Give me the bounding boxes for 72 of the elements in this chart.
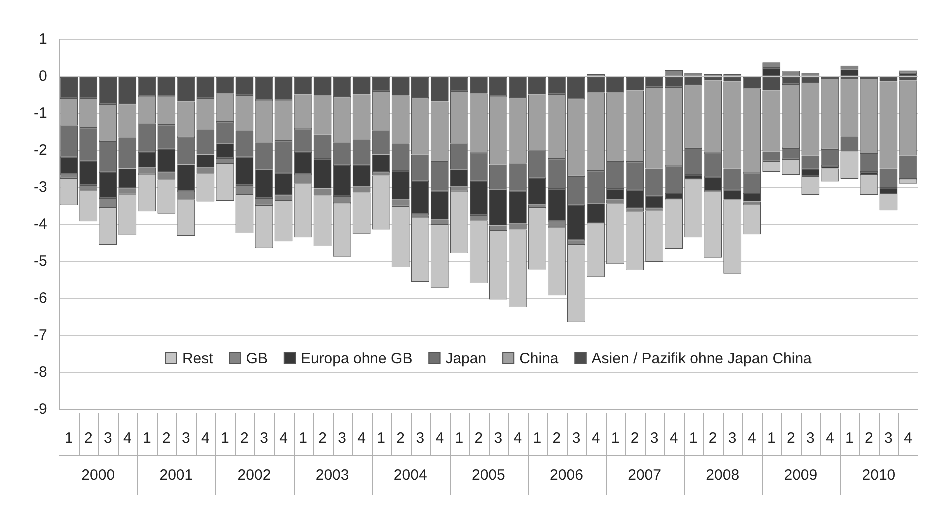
x-tick-label: 4 <box>748 430 756 448</box>
text: 2004 <box>394 467 428 484</box>
x-tick-label: 4 <box>436 430 444 448</box>
x-tick-label: 1 <box>846 430 854 448</box>
y-tick-label: -7 <box>34 327 48 344</box>
y-tick-label: -2 <box>34 142 48 160</box>
x-tick-label: 3 <box>728 430 737 448</box>
x-tick-label: 1 <box>689 430 698 448</box>
x-tick-label: 4 <box>514 430 522 448</box>
x-tick-label: 1 <box>64 430 74 448</box>
x-tick-label: 2 <box>162 430 171 448</box>
x-tick-label: 1 <box>533 430 542 448</box>
legend-label: Europa ohne GB <box>300 350 413 368</box>
y-tick-label: -9 <box>34 401 48 418</box>
text: 2007 <box>628 467 662 484</box>
x-tick-label: 4 <box>670 430 678 448</box>
legend-label: GB <box>246 350 268 368</box>
x-tick-label: 2 <box>708 430 718 448</box>
x-tick-label: 1 <box>377 430 386 448</box>
x-tick-label: 2 <box>474 430 484 448</box>
x-tick-label: 3 <box>572 430 581 448</box>
y-tick-label: -5 <box>34 253 48 270</box>
x-tick-label: 3 <box>416 430 425 448</box>
legend-label: China <box>520 350 560 368</box>
x-tick-label: 3 <box>650 430 659 448</box>
x-tick-label: 3 <box>494 430 503 448</box>
x-tick-label: 1 <box>142 430 152 448</box>
x-tick-label: 4 <box>904 430 912 448</box>
x-tick-label: 1 <box>611 430 620 448</box>
x-tick-label: 1 <box>299 430 308 448</box>
x-tick-label: 3 <box>104 430 112 448</box>
x-tick-label: 3 <box>338 430 346 448</box>
x-tick-label: 4 <box>592 430 600 448</box>
x-tick-label: 3 <box>182 430 190 448</box>
x-tick-label: 4 <box>358 430 366 448</box>
x-tick-label: 1 <box>455 430 464 448</box>
x-tick-label: 2 <box>84 430 93 448</box>
x-tick-label: 1 <box>221 430 230 448</box>
x-tick-label: 2 <box>396 430 406 448</box>
text: 2002 <box>238 467 272 484</box>
y-tick-label: 0 <box>38 68 48 86</box>
x-tick-label: 2 <box>318 430 327 448</box>
y-tick-label: 1 <box>38 31 48 48</box>
text: 2010 <box>862 467 896 484</box>
x-tick-label: 4 <box>826 430 834 448</box>
x-tick-label: 2 <box>786 430 796 448</box>
y-tick-label: -4 <box>34 216 48 234</box>
text: 2008 <box>706 467 740 484</box>
text: 2000 <box>82 467 116 484</box>
x-tick-label: 3 <box>884 430 893 448</box>
text: 2009 <box>784 467 818 484</box>
x-tick-label: 1 <box>767 430 776 448</box>
text: 2006 <box>550 467 584 484</box>
legend-label: Japan <box>446 350 487 368</box>
text: 2003 <box>316 467 350 484</box>
x-tick-label: 2 <box>240 430 249 448</box>
y-tick-label: -8 <box>34 364 48 382</box>
legend-label: Rest <box>182 350 214 368</box>
x-tick-label: 2 <box>630 430 640 448</box>
x-tick-label: 2 <box>865 430 874 448</box>
text: 2001 <box>160 467 194 484</box>
x-tick-label: 3 <box>806 430 815 448</box>
x-tick-label: 4 <box>123 430 132 448</box>
text: 2005 <box>472 467 506 484</box>
x-tick-label: 4 <box>280 430 288 448</box>
x-tick-label: 4 <box>202 430 210 448</box>
y-tick-label: -1 <box>34 105 48 122</box>
x-tick-label: 2 <box>552 430 562 448</box>
x-tick-label: 3 <box>260 430 268 448</box>
y-tick-label: -3 <box>34 179 48 196</box>
legend-label: Asien / Pazifik ohne Japan China <box>592 350 813 368</box>
y-tick-label: -6 <box>34 290 48 308</box>
